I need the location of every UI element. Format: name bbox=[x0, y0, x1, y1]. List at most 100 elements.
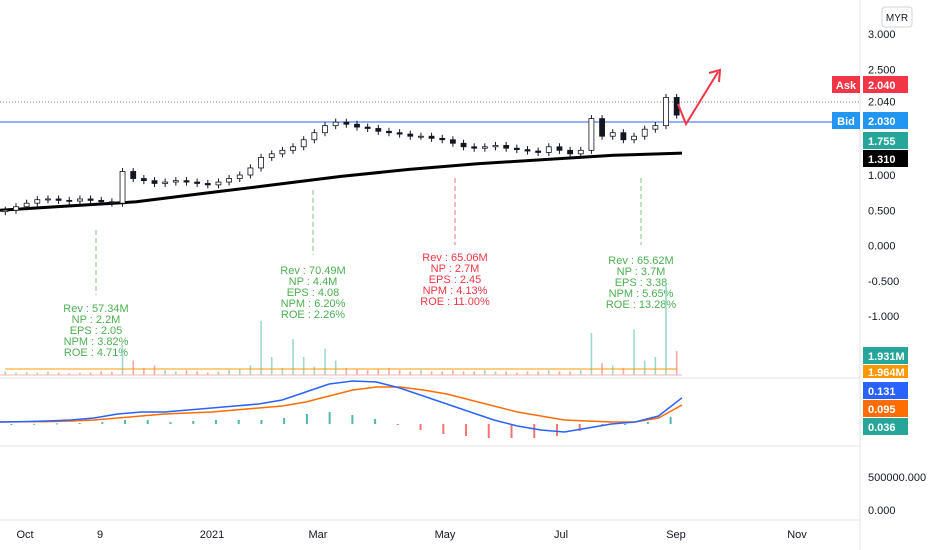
volume-bar bbox=[366, 370, 369, 375]
volume-bar bbox=[633, 329, 635, 375]
volume-bar bbox=[377, 369, 380, 375]
volume-bar bbox=[516, 372, 518, 375]
volume-bar bbox=[537, 371, 539, 375]
annotation-line: ROE : 2.26% bbox=[281, 309, 345, 321]
svg-text:2.030: 2.030 bbox=[868, 116, 896, 128]
candle-body bbox=[87, 198, 94, 201]
annotation-line: EPS : 4.08 bbox=[287, 287, 340, 299]
volume-bar bbox=[164, 370, 166, 375]
volume-bar bbox=[665, 285, 667, 375]
macd-hist-bar bbox=[283, 418, 286, 424]
candle-body bbox=[471, 146, 478, 149]
annotation-line: Rev : 70.49M bbox=[280, 265, 345, 277]
macd-hist-bar bbox=[237, 420, 240, 424]
volume-bar bbox=[270, 357, 273, 375]
annotation-line: NP : 2.2M bbox=[72, 314, 121, 326]
macd-hist-bar bbox=[646, 422, 649, 424]
macd-hist-bar bbox=[374, 419, 377, 424]
candle-body bbox=[55, 198, 62, 201]
candle-body bbox=[641, 128, 648, 137]
candle-body bbox=[98, 199, 105, 203]
volume-bar bbox=[441, 371, 444, 375]
macd-hist-bar bbox=[351, 415, 354, 424]
volume-bar bbox=[281, 367, 284, 375]
volume-bar bbox=[249, 365, 252, 375]
last-price-badge: 1.755 bbox=[863, 132, 908, 149]
candle-body bbox=[204, 183, 211, 186]
svg-text:Ask: Ask bbox=[836, 80, 857, 92]
macd-hist-bar bbox=[442, 424, 445, 434]
time-tick-label: 2021 bbox=[200, 529, 224, 541]
macd-hist-bar bbox=[101, 422, 104, 424]
volume-bar bbox=[505, 371, 507, 375]
price-tick-label: -1.000 bbox=[868, 311, 899, 323]
volume-bar bbox=[611, 365, 614, 375]
macd-hist-bar bbox=[305, 414, 308, 424]
macd-hist-bar bbox=[192, 421, 195, 424]
volume-bar bbox=[185, 370, 188, 375]
candle-body bbox=[439, 137, 446, 141]
volume-badge: 1.931M bbox=[863, 347, 908, 364]
candle-body bbox=[247, 167, 254, 176]
candle-body bbox=[545, 146, 552, 153]
volume-bar bbox=[196, 371, 198, 375]
macd-axis[interactable]: 500000.000 0.000 bbox=[868, 472, 926, 517]
price-axis[interactable]: 3.000 2.500 2.040 1.000 0.500 0.000 -0.500 -1.0… bbox=[868, 29, 899, 323]
annotation-line: NPM : 3.82% bbox=[64, 336, 129, 348]
candle-body bbox=[386, 130, 392, 134]
macd-hist-bar bbox=[419, 424, 422, 430]
volume-bar bbox=[675, 351, 678, 375]
histogram-badge: 0.036 bbox=[863, 418, 908, 435]
currency-badge[interactable] bbox=[881, 6, 913, 28]
candle-body bbox=[300, 139, 307, 148]
macd-hist-bar bbox=[487, 424, 490, 438]
time-axis[interactable]: Oct 9 2021 Mar May Jul Sep Nov bbox=[16, 529, 807, 541]
volume-bar bbox=[206, 372, 209, 375]
macd-hist-bar bbox=[78, 423, 81, 424]
volume-bar bbox=[4, 371, 7, 375]
macd-hist-bar bbox=[10, 424, 13, 425]
candle-body bbox=[418, 135, 424, 138]
macd-badge: 0.131 bbox=[863, 382, 908, 399]
svg-text:Bid: Bid bbox=[837, 116, 855, 128]
candle-body bbox=[332, 121, 339, 127]
svg-text:1.931M: 1.931M bbox=[868, 351, 905, 363]
volume-bar bbox=[643, 360, 646, 375]
svg-text:2.040: 2.040 bbox=[868, 80, 896, 92]
svg-text:1.755: 1.755 bbox=[868, 136, 896, 148]
candle-body bbox=[460, 142, 467, 148]
price-tick-label: -0.500 bbox=[868, 276, 899, 288]
candle-body bbox=[66, 199, 73, 202]
annotation-line: NPM : 6.20% bbox=[281, 298, 346, 310]
macd-hist-bar bbox=[328, 412, 331, 424]
price-tick-label: 2.500 bbox=[868, 64, 896, 76]
time-tick-label: May bbox=[435, 529, 456, 541]
macd-tick-label: 0.000 bbox=[868, 505, 896, 517]
candle-body bbox=[375, 128, 382, 132]
macd-hist-bar bbox=[146, 420, 149, 424]
candle-body bbox=[13, 206, 19, 211]
volume-bar bbox=[260, 321, 262, 375]
volume-bar bbox=[228, 370, 230, 375]
time-tick-label: Oct bbox=[16, 529, 33, 541]
candle-body bbox=[279, 149, 286, 155]
volume-bar bbox=[409, 371, 412, 375]
volume-bar bbox=[175, 371, 177, 375]
volume-bar bbox=[15, 372, 17, 375]
price-tick-label: 2.040 bbox=[868, 97, 896, 109]
svg-text:0.036: 0.036 bbox=[868, 422, 896, 434]
candle-body bbox=[407, 133, 414, 137]
candle-body bbox=[556, 146, 563, 151]
volume-bar bbox=[313, 366, 316, 375]
volume-bar bbox=[462, 371, 465, 375]
price-tick-label: 0.500 bbox=[868, 205, 896, 217]
volume-bar bbox=[153, 365, 156, 375]
candle-body bbox=[609, 132, 616, 137]
candle-body bbox=[119, 171, 126, 204]
volume-series bbox=[0, 285, 682, 376]
bid-badge: Bid 2.030 bbox=[832, 112, 908, 129]
candle-body bbox=[354, 123, 360, 128]
volume-bar bbox=[420, 370, 422, 375]
